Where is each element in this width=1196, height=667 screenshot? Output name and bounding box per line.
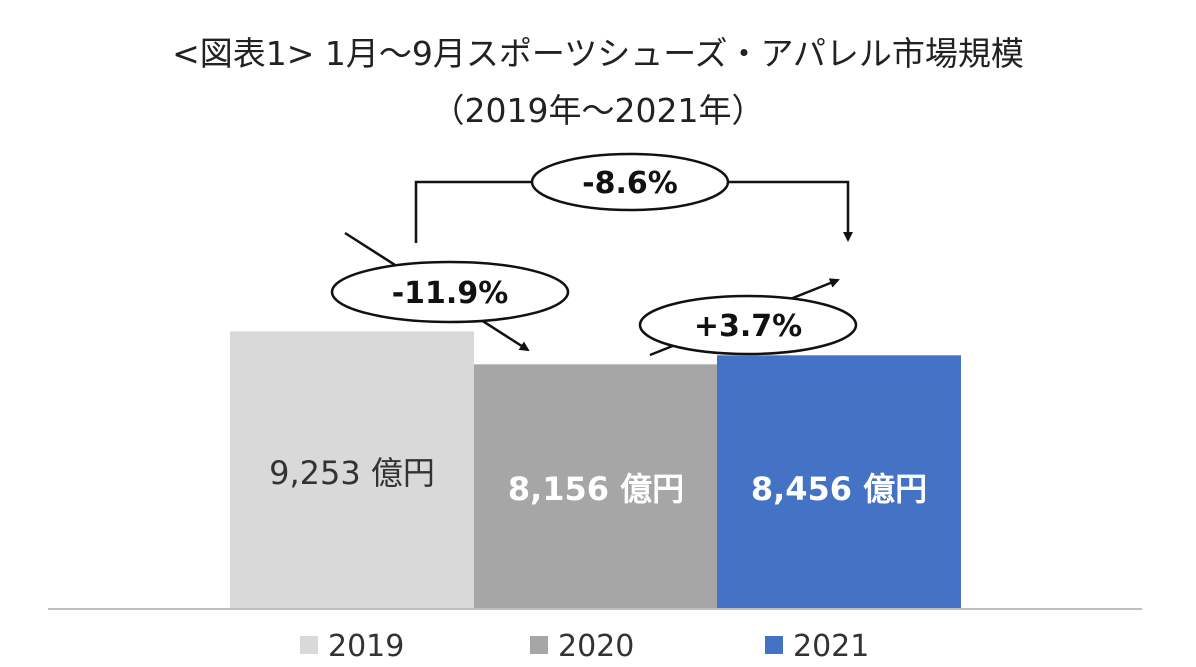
annotation-bubble (530, 152, 730, 212)
legend-swatch-2020 (530, 636, 548, 654)
annotation-label: +3.7% (694, 309, 802, 344)
chart-title: <図表1> 1月～9月スポーツシューズ・アパレル市場規模 (172, 34, 1024, 73)
annotation-label: -11.9% (392, 276, 509, 311)
legend: 2019 2020 2021 (300, 629, 869, 664)
bar-2021 (717, 355, 961, 609)
bars-group (230, 331, 961, 609)
data-label-2021: 8,456 億円 (751, 470, 927, 508)
annotation-label: -8.6% (582, 166, 678, 201)
legend-label-2019: 2019 (328, 629, 404, 664)
bar-labels-group: 9,253 億円 8,156 億円 8,456 億円 (269, 454, 927, 508)
annotation-bubble (330, 260, 570, 324)
annotation-2020-2021: +3.7% (638, 294, 858, 356)
annotation-2019-2020: -11.9% (330, 260, 570, 324)
legend-swatch-2019 (300, 636, 318, 654)
data-label-2019: 9,253 億円 (269, 454, 435, 492)
annotation-2019-2021: -8.6% (530, 152, 730, 212)
bar-2019 (230, 331, 474, 609)
bar-2020 (474, 364, 718, 609)
legend-label-2020: 2020 (558, 629, 634, 664)
chart-subtitle: （2019年～2021年） (432, 91, 765, 130)
legend-label-2021: 2021 (793, 629, 869, 664)
legend-swatch-2021 (765, 636, 783, 654)
data-label-2020: 8,156 億円 (508, 470, 684, 508)
annotation-bubble (638, 294, 858, 356)
